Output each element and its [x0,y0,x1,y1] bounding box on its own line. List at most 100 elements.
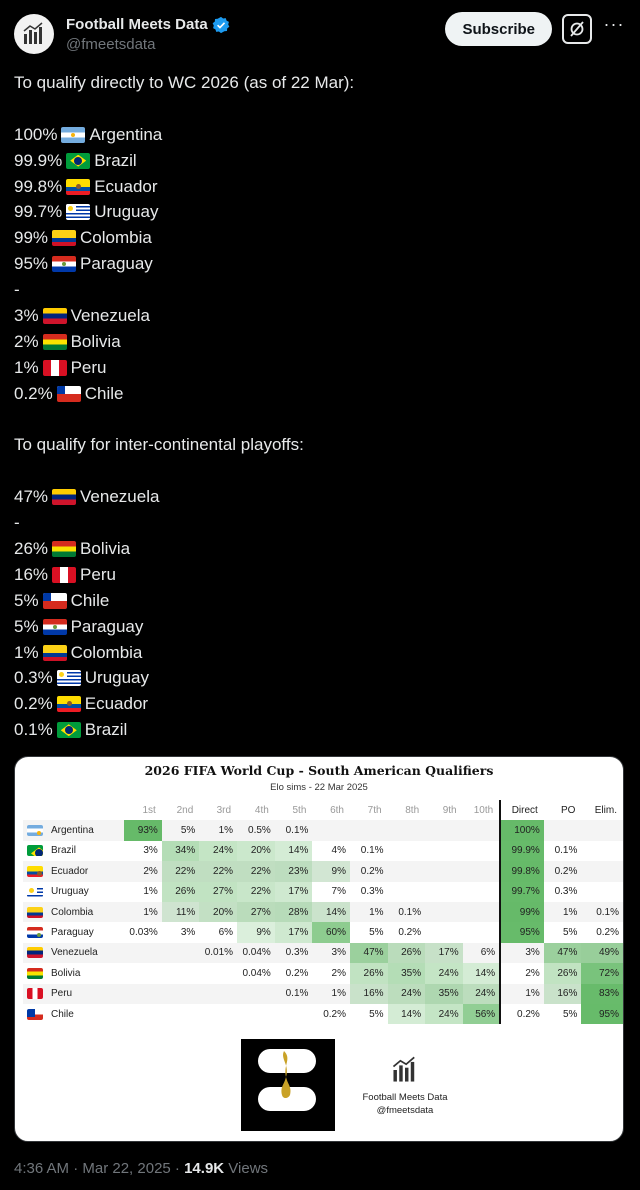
verified-badge-icon [212,16,230,33]
line-text: - [14,513,20,533]
table-cell: 0.2% [398,927,422,939]
table-cell: 0.1% [554,845,578,857]
tweet-line-uruguay: 0.3% Uruguay [14,665,624,691]
table-cell: 95% [581,1003,623,1025]
line-text: To qualify for inter-continental playoff… [14,435,304,455]
table-cell: 56% [462,1003,501,1025]
row-team: Bolivia [51,967,81,979]
table-cell: 26% [161,881,200,902]
table-cell: 1% [369,906,384,918]
account-avatar[interactable] [14,14,54,54]
more-options-icon[interactable]: ··· [603,14,625,34]
tweet-line-brazil: 99.9% Brazil [14,148,624,174]
table-cell: 14% [312,901,350,923]
flag-per-icon [27,988,43,1000]
row-flag [23,943,47,963]
timestamp[interactable]: 4:36 AM · Mar 22, 2025 · [14,1160,185,1177]
table-cell [463,922,501,942]
table-cell [162,963,199,983]
table-cell: 3% [331,947,346,959]
tweet-line: - [14,510,624,536]
grok-icon[interactable] [562,14,592,44]
chart-logo-icon [392,1056,415,1082]
flag-uru-icon [66,204,91,221]
subscribe-button[interactable]: Subscribe [445,12,552,46]
table-cell: 24% [462,983,501,1004]
table-cell [581,820,623,840]
table-cell [237,1004,275,1024]
table-cell: 47% [349,942,388,964]
row-team: Venezuela [51,947,98,959]
table-cell: 0.2% [285,967,309,979]
flag-arg-icon [27,825,43,837]
table-cell: 26% [387,942,426,964]
flag-bol-icon [52,540,77,557]
line-percent: 99.8% [14,176,63,196]
tweet-line-colombia: 99% Colombia [14,225,624,251]
table-cell [581,861,623,881]
account-handle[interactable]: @fmeetsdata [66,35,156,53]
table-cell: 60% [312,922,350,943]
line-team: Bolivia [70,331,121,351]
table-cell: 0.2% [499,1003,544,1025]
tweet-line-ecuador: 99.8% Ecuador [14,174,624,200]
table-row: Ecuador 2% 22% 22% 22% 23% 9% 0.2% 99.8% 0.2% [23,861,623,882]
table-cell: 20% [199,901,238,923]
line-percent: 99% [14,228,49,248]
flag-bol-icon [42,333,67,350]
flag-par-icon [42,618,67,635]
line-team: Brazil [94,150,137,170]
line-team: Venezuela [70,306,150,326]
line-team: Uruguay [94,202,159,222]
table-cell [425,841,462,861]
line-team: Venezuela [80,487,160,507]
row-flag [23,922,47,942]
table-cell: 24% [425,963,463,984]
table-cell: 17% [274,881,313,902]
flag-ven-icon [42,307,67,324]
table-row: Colombia 1% 11% 20% 27% 28% 14% 1% 0.1% 99% 1% 0.1% [23,901,623,923]
table-cell [162,984,199,1004]
table-cell: 22% [237,881,275,902]
table-cell: 0.03% [129,927,158,939]
tweet-line-colombia: 1% Colombia [14,640,624,666]
table-cell: 3% [180,927,196,939]
tweet-header: Football Meets Data @fmeetsdata Subscrib… [14,10,626,58]
line-team: Brazil [84,720,128,740]
row-flag [23,902,47,922]
line-percent: 0.2% [14,383,53,403]
media-image[interactable]: 2026 FIFA World Cup - South American Qua… [14,756,624,1142]
table-cell: 11% [161,901,200,923]
flag-uru-icon [27,886,43,898]
table-cell: 0.1% [285,825,309,837]
column-header: 10th [473,804,494,816]
flag-ecu-icon [66,178,91,195]
table-cell: 0.04% [242,947,271,959]
table-cell: 0.5% [248,825,271,837]
row-flag [23,1004,47,1024]
line-percent: 1% [14,357,39,377]
tweet-line [14,96,624,122]
table-cell [312,820,350,840]
line-team: Ecuador [94,176,158,196]
table-cell: 24% [199,840,238,862]
column-header: 5th [292,804,307,816]
tweet-line-argentina: 100% Argentina [14,122,624,148]
table-cell: 99% [499,901,544,923]
qualifiers-table: 1st 2nd 3rd 4th 5th 6th 7th 8th 9th 10th Direct PO E… [23,800,623,1025]
line-percent: 95% [14,254,49,274]
brand-name: Football Meets Data [362,1092,448,1103]
account-name[interactable]: Football Meets Data [66,16,208,33]
table-cell: 7% [331,886,346,898]
table-cell [275,1004,313,1024]
tweet-line-paraguay: 95% Paraguay [14,251,624,277]
line-percent: 0.2% [14,694,53,714]
tweet-line-chile: 0.2% Chile [14,381,624,407]
table-cell: 17% [425,942,463,964]
column-header: Elim. [594,804,617,816]
table-cell: 0.2% [596,927,619,939]
table-cell: 5% [562,927,578,939]
table-cell: 26% [543,963,582,984]
column-header: Direct [499,800,544,821]
row-team: Chile [51,1008,74,1020]
